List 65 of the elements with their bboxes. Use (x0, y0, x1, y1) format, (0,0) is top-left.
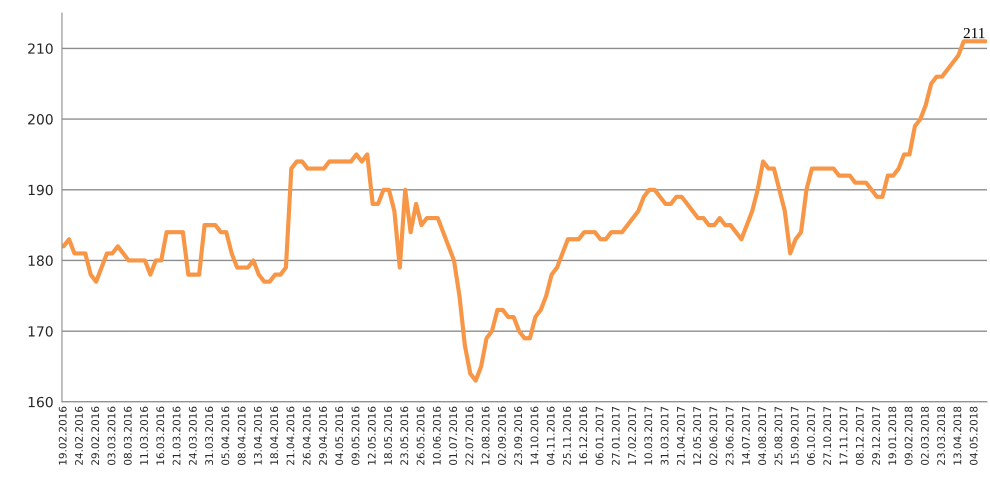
x-tick-label: 06.01.2017 (596, 406, 604, 465)
x-tick-label: 23.05.2016 (400, 406, 408, 465)
x-tick-label: 15.09.2017 (790, 406, 799, 465)
x-tick-label: 17.11.2017 (840, 406, 848, 465)
x-tick-label: 16.03.2016 (156, 406, 164, 465)
x-tick-label: 08.04.2016 (238, 406, 246, 465)
x-tick-label: 18.04.2016 (270, 406, 278, 465)
x-tick-label: 16.12.2016 (579, 406, 588, 465)
x-tick-label: 23.06.2017 (726, 406, 734, 465)
x-tick-label: 14.07.2017 (742, 406, 750, 465)
x-tick-label: 29.12.2017 (872, 406, 880, 465)
x-tick-label: 05.04.2016 (221, 406, 230, 465)
x-tick-label: 21.04.2016 (286, 406, 294, 465)
y-tick-label: 160 (28, 396, 53, 408)
line-series (62, 39, 988, 383)
x-tick-label: 24.02.2016 (75, 406, 83, 465)
x-tick-label: 02.06.2017 (709, 406, 718, 465)
x-tick-label: 17.02.2017 (628, 406, 636, 465)
x-tick-label: 13.04.2016 (254, 406, 262, 465)
x-tick-label: 31.03.2016 (205, 406, 214, 465)
x-tick-label: 06.10.2017 (807, 406, 815, 465)
x-tick-label: 27.01.2017 (612, 406, 620, 465)
x-tick-label: 26.05.2016 (416, 406, 424, 465)
x-tick-label: 01.07.2016 (449, 406, 458, 465)
x-tick-label: 11.03.2016 (140, 406, 148, 465)
y-tick-label: 180 (28, 255, 53, 266)
x-tick-label: 14.10.2016 (530, 406, 538, 465)
x-tick-label: 12.08.2016 (482, 406, 490, 465)
x-tick-label: 24.03.2016 (188, 406, 197, 465)
x-tick-label: 19.02.2016 (58, 406, 67, 465)
x-tick-label: 25.08.2017 (774, 406, 782, 465)
y-tick-label: 190 (28, 184, 53, 196)
x-tick-label: 08.12.2017 (856, 406, 864, 465)
x-tick-label: 09.05.2016 (352, 406, 360, 465)
x-tick-label: 31.03.2017 (660, 406, 669, 465)
y-tick-label: 170 (28, 326, 53, 337)
x-tick-label: 26.04.2016 (302, 406, 311, 465)
x-tick-label: 02.09.2016 (498, 406, 506, 465)
x-tick-label: 22.07.2016 (465, 406, 474, 465)
x-tick-label: 13.04.2018 (953, 406, 962, 465)
x-tick-label: 10.03.2017 (644, 406, 652, 465)
x-tick-label: 19.01.2018 (888, 406, 896, 465)
x-tick-label: 04.11.2016 (546, 406, 555, 465)
x-tick-label: 12.05.2017 (693, 406, 702, 465)
data-label: 211 (964, 28, 984, 38)
x-tick-label: 18.05.2016 (384, 406, 392, 465)
x-tick-label: 09.02.2018 (904, 406, 913, 465)
y-tick-label: 200 (28, 114, 53, 125)
x-tick-label: 03.03.2016 (108, 406, 116, 465)
x-tick-label: 02.03.2018 (920, 406, 929, 465)
x-tick-label: 04.05.2018 (970, 406, 978, 465)
x-tick-label: 29.02.2016 (91, 406, 100, 465)
x-tick-label: 12.05.2016 (368, 406, 376, 465)
x-tick-label: 10.06.2016 (432, 406, 441, 465)
y-tick-label: 210 (28, 43, 53, 54)
x-tick-label: 25.11.2016 (563, 406, 571, 465)
x-tick-label: 21.03.2016 (172, 406, 180, 465)
x-tick-label: 23.03.2018 (937, 406, 946, 465)
x-tick-label: 23.09.2016 (514, 406, 522, 465)
x-tick-label: 04.05.2016 (335, 406, 344, 465)
x-tick-label: 21.04.2017 (676, 406, 685, 465)
x-tick-label: 08.03.2016 (124, 406, 132, 465)
x-tick-label: 27.10.2017 (823, 406, 832, 465)
x-tick-label: 04.08.2017 (758, 406, 766, 465)
x-tick-label: 29.04.2016 (319, 406, 327, 465)
